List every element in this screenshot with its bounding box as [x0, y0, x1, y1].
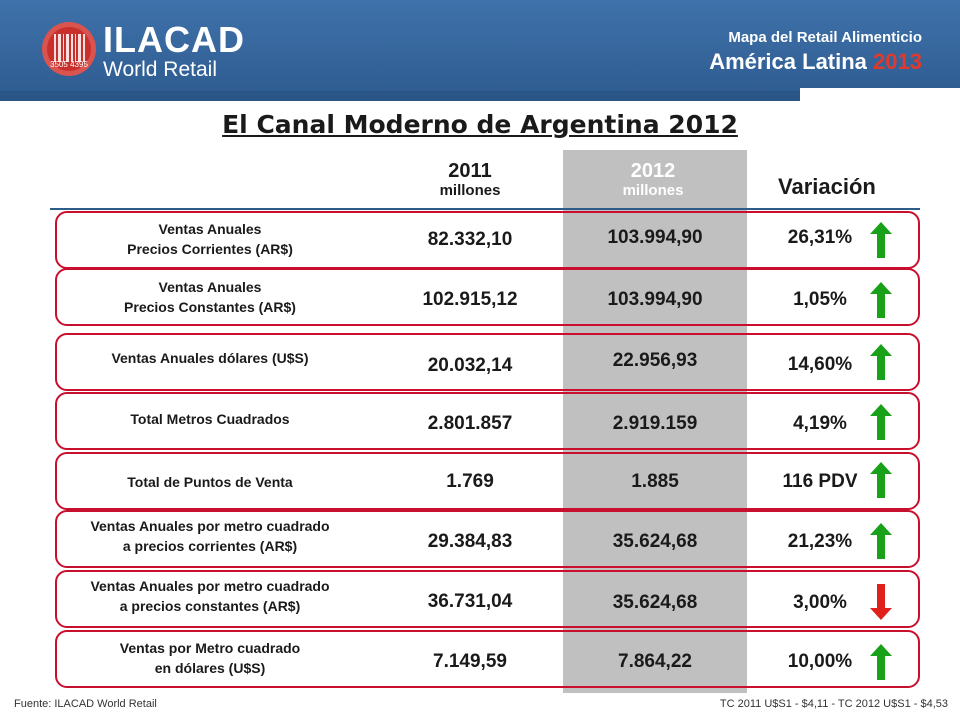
row-label: Ventas Anuales por metro cuadrado a prec…	[40, 576, 380, 616]
value-variation: 116 PDV	[782, 471, 858, 492]
column-unit-2011: millones	[439, 182, 501, 199]
table-row	[55, 268, 920, 326]
arrow-up-icon	[870, 222, 892, 258]
value-variation: 21,23%	[787, 531, 853, 552]
column-header-2011: 2011 millones	[415, 160, 525, 200]
value-2011: 36.731,04	[427, 591, 513, 612]
row-label-line1: Ventas Anuales	[158, 279, 262, 295]
row-label-line2: a precios constantes (AR$)	[119, 598, 301, 614]
value-2011: 20.032,14	[427, 355, 513, 376]
row-label-line1: Ventas Anuales por metro cuadrado	[90, 578, 330, 594]
header-region-year: 2013	[873, 49, 922, 74]
arrow-up-icon	[870, 644, 892, 680]
table-row	[55, 333, 920, 391]
row-label-line1: Ventas por Metro cuadrado	[119, 640, 301, 656]
row-label-line1: Total de Puntos de Venta	[127, 474, 293, 490]
row-label: Total Metros Cuadrados	[40, 409, 380, 429]
logo-badge: 3505 4395	[50, 60, 88, 69]
header-titles: Mapa del Retail Alimenticio América Lati…	[709, 28, 922, 76]
arrow-up-icon	[870, 282, 892, 318]
arrow-up-icon	[870, 523, 892, 559]
value-2012: 7.864,22	[618, 651, 692, 672]
row-label-line2: a precios corrientes (AR$)	[122, 538, 298, 554]
value-variation: 4,19%	[793, 413, 847, 434]
value-variation: 26,31%	[787, 227, 853, 248]
row-label-line1: Ventas Anuales	[158, 221, 262, 237]
table-row	[55, 630, 920, 688]
header-bottom-strip	[0, 91, 960, 101]
table-row	[55, 570, 920, 628]
value-2012: 35.624,68	[612, 531, 698, 552]
row-label: Ventas Anuales dólares (U$S)	[40, 348, 380, 368]
column-header-2012: 2012 millones	[598, 160, 708, 200]
arrow-up-icon	[870, 462, 892, 498]
row-label: Ventas Anuales Precios Corrientes (AR$)	[40, 219, 380, 259]
logo-subtitle: World Retail	[103, 58, 217, 81]
value-variation: 1,05%	[793, 289, 847, 310]
value-2011: 2.801.857	[427, 413, 513, 434]
column-2012-band	[563, 150, 747, 693]
column-header-variation: Variación	[778, 174, 876, 199]
value-2012: 103.994,90	[607, 289, 703, 310]
value-2011: 29.384,83	[427, 531, 513, 552]
logo-name: ILACAD	[103, 19, 245, 60]
row-label-line1: Total Metros Cuadrados	[130, 411, 290, 427]
column-unit-2012: millones	[622, 182, 684, 199]
value-variation: 10,00%	[787, 651, 853, 672]
row-label-line2: Precios Corrientes (AR$)	[127, 241, 293, 257]
page-title: El Canal Moderno de Argentina 2012	[222, 110, 738, 139]
table-row	[55, 452, 920, 510]
value-2012: 22.956,93	[612, 350, 698, 371]
footer-source: Fuente: ILACAD World Retail	[14, 698, 157, 710]
value-2011: 7.149,59	[433, 651, 507, 672]
header-region-name: América Latina	[709, 49, 867, 74]
row-label-line2: en dólares (U$S)	[154, 660, 266, 676]
value-variation: 14,60%	[787, 354, 853, 375]
arrow-up-icon	[870, 404, 892, 440]
row-label-line2: Precios Constantes (AR$)	[124, 299, 296, 315]
logo-wordmark: ILACAD World Retail	[103, 22, 245, 82]
header-tab	[800, 88, 960, 101]
value-2011: 1.769	[446, 471, 494, 492]
row-label-line1: Ventas Anuales dólares (U$S)	[111, 350, 309, 366]
value-2012: 2.919.159	[612, 413, 698, 434]
row-label: Total de Puntos de Venta	[40, 472, 380, 492]
column-year-2011: 2011	[448, 160, 492, 182]
footer-exchange-rate: TC 2011 U$S1 - $4,11 - TC 2012 U$S1 - $4…	[719, 698, 948, 710]
arrow-down-icon	[870, 584, 892, 620]
value-2011: 82.332,10	[427, 229, 513, 250]
value-2012: 103.994,90	[607, 227, 703, 248]
row-label: Ventas Anuales Precios Constantes (AR$)	[40, 277, 380, 317]
table-row	[55, 392, 920, 450]
row-label: Ventas Anuales por metro cuadrado a prec…	[40, 516, 380, 556]
value-2012: 35.624,68	[612, 592, 698, 613]
row-label-line1: Ventas Anuales por metro cuadrado	[90, 518, 330, 534]
arrow-up-icon	[870, 344, 892, 380]
header-rule	[50, 208, 920, 210]
table-row	[55, 510, 920, 568]
header-subtitle: Mapa del Retail Alimenticio	[728, 29, 922, 46]
value-2011: 102.915,12	[422, 289, 518, 310]
value-variation: 3,00%	[793, 592, 847, 613]
header-region: América Latina 2013	[709, 48, 922, 76]
value-2012: 1.885	[631, 471, 679, 492]
row-label: Ventas por Metro cuadrado en dólares (U$…	[40, 638, 380, 678]
column-year-2012: 2012	[630, 160, 676, 182]
ilacad-logo-icon: 3505 4395	[42, 22, 96, 76]
header-band	[0, 0, 960, 91]
